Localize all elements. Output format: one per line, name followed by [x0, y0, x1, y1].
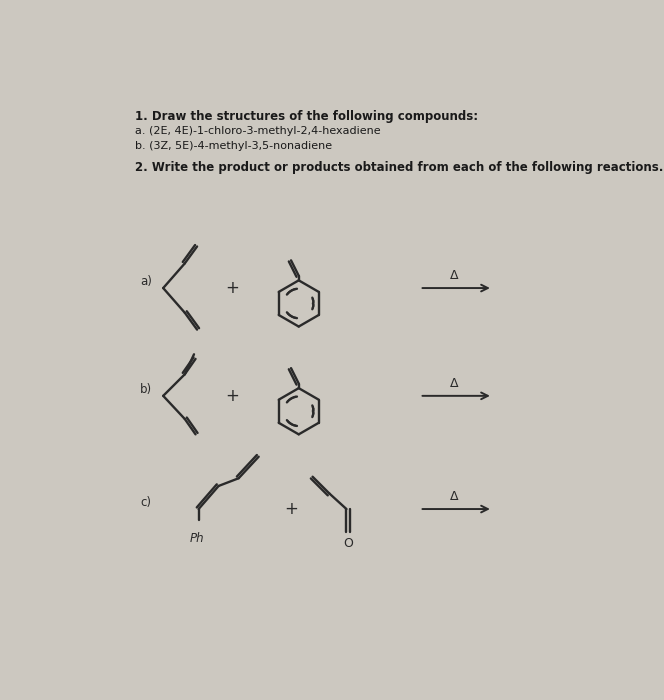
Text: b. (3Z, 5E)-4-methyl-3,5-nonadiene: b. (3Z, 5E)-4-methyl-3,5-nonadiene: [135, 141, 332, 151]
Text: O: O: [343, 537, 353, 550]
Text: a): a): [140, 275, 152, 288]
Text: 2. Write the product or products obtained from each of the following reactions.: 2. Write the product or products obtaine…: [135, 161, 663, 174]
Text: 1. Draw the structures of the following compounds:: 1. Draw the structures of the following …: [135, 110, 478, 123]
Text: +: +: [226, 279, 240, 297]
Text: Δ: Δ: [450, 269, 459, 282]
Text: +: +: [284, 500, 298, 518]
Text: a. (2E, 4E)-1-chloro-3-methyl-2,4-hexadiene: a. (2E, 4E)-1-chloro-3-methyl-2,4-hexadi…: [135, 126, 380, 136]
Text: b): b): [140, 383, 152, 396]
Text: Ph: Ph: [190, 532, 205, 545]
Text: Δ: Δ: [450, 490, 459, 503]
Text: c): c): [140, 496, 151, 510]
Text: Δ: Δ: [450, 377, 459, 390]
Text: +: +: [226, 387, 240, 405]
